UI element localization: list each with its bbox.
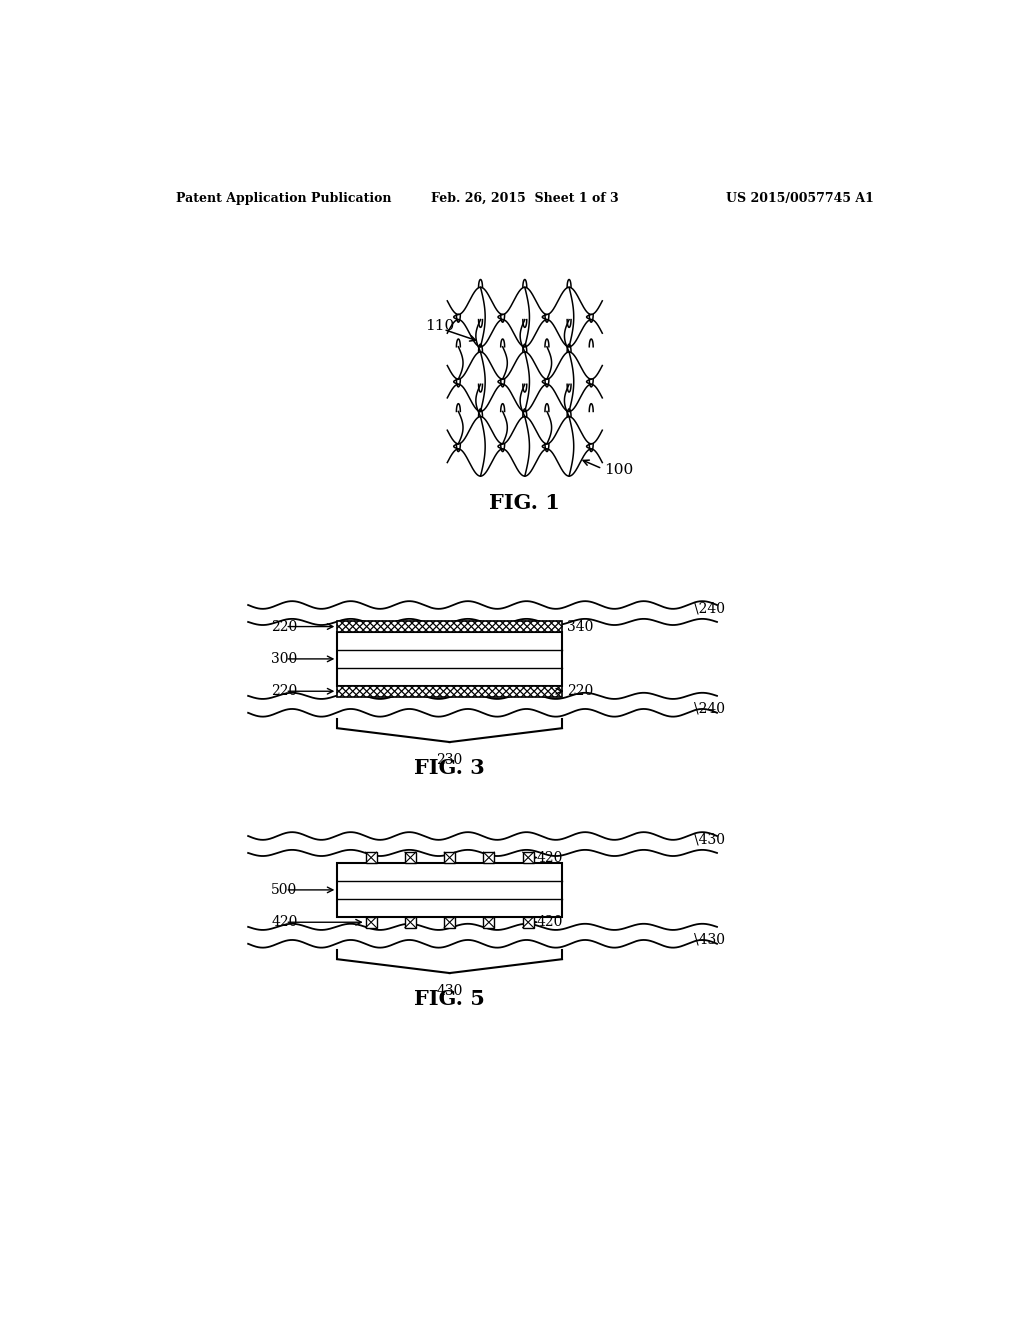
Text: FIG. 5: FIG. 5 bbox=[414, 989, 485, 1010]
Bar bbox=[337, 686, 562, 697]
Text: \430: \430 bbox=[693, 933, 725, 946]
Text: FIG. 3: FIG. 3 bbox=[415, 758, 485, 779]
Text: 220: 220 bbox=[271, 619, 298, 634]
Bar bbox=[404, 853, 416, 863]
Bar bbox=[337, 632, 562, 686]
Text: 230: 230 bbox=[436, 752, 463, 767]
Text: 340: 340 bbox=[566, 619, 593, 634]
Text: Feb. 26, 2015  Sheet 1 of 3: Feb. 26, 2015 Sheet 1 of 3 bbox=[431, 191, 618, 205]
Text: 430: 430 bbox=[436, 983, 463, 998]
Text: 300: 300 bbox=[271, 652, 298, 665]
Text: 500: 500 bbox=[271, 883, 298, 896]
Bar bbox=[444, 853, 455, 863]
Bar bbox=[366, 853, 377, 863]
Text: 420: 420 bbox=[537, 915, 563, 929]
Bar bbox=[522, 917, 534, 928]
Bar bbox=[444, 917, 455, 928]
Text: Patent Application Publication: Patent Application Publication bbox=[176, 191, 391, 205]
Text: \240: \240 bbox=[693, 602, 725, 616]
Bar bbox=[483, 917, 495, 928]
Text: 420: 420 bbox=[271, 915, 298, 929]
Text: \240: \240 bbox=[693, 702, 725, 715]
Text: 220: 220 bbox=[566, 684, 593, 698]
Text: 220: 220 bbox=[271, 684, 298, 698]
Bar bbox=[404, 917, 416, 928]
Text: FIG. 1: FIG. 1 bbox=[489, 494, 560, 513]
Bar bbox=[337, 863, 562, 917]
Bar bbox=[483, 853, 495, 863]
Text: 110: 110 bbox=[426, 319, 455, 333]
Text: US 2015/0057745 A1: US 2015/0057745 A1 bbox=[726, 191, 873, 205]
Bar bbox=[366, 917, 377, 928]
Text: 100: 100 bbox=[604, 463, 633, 478]
Bar bbox=[522, 853, 534, 863]
Text: \430: \430 bbox=[693, 833, 725, 847]
Text: 420: 420 bbox=[537, 850, 563, 865]
Bar bbox=[337, 622, 562, 632]
